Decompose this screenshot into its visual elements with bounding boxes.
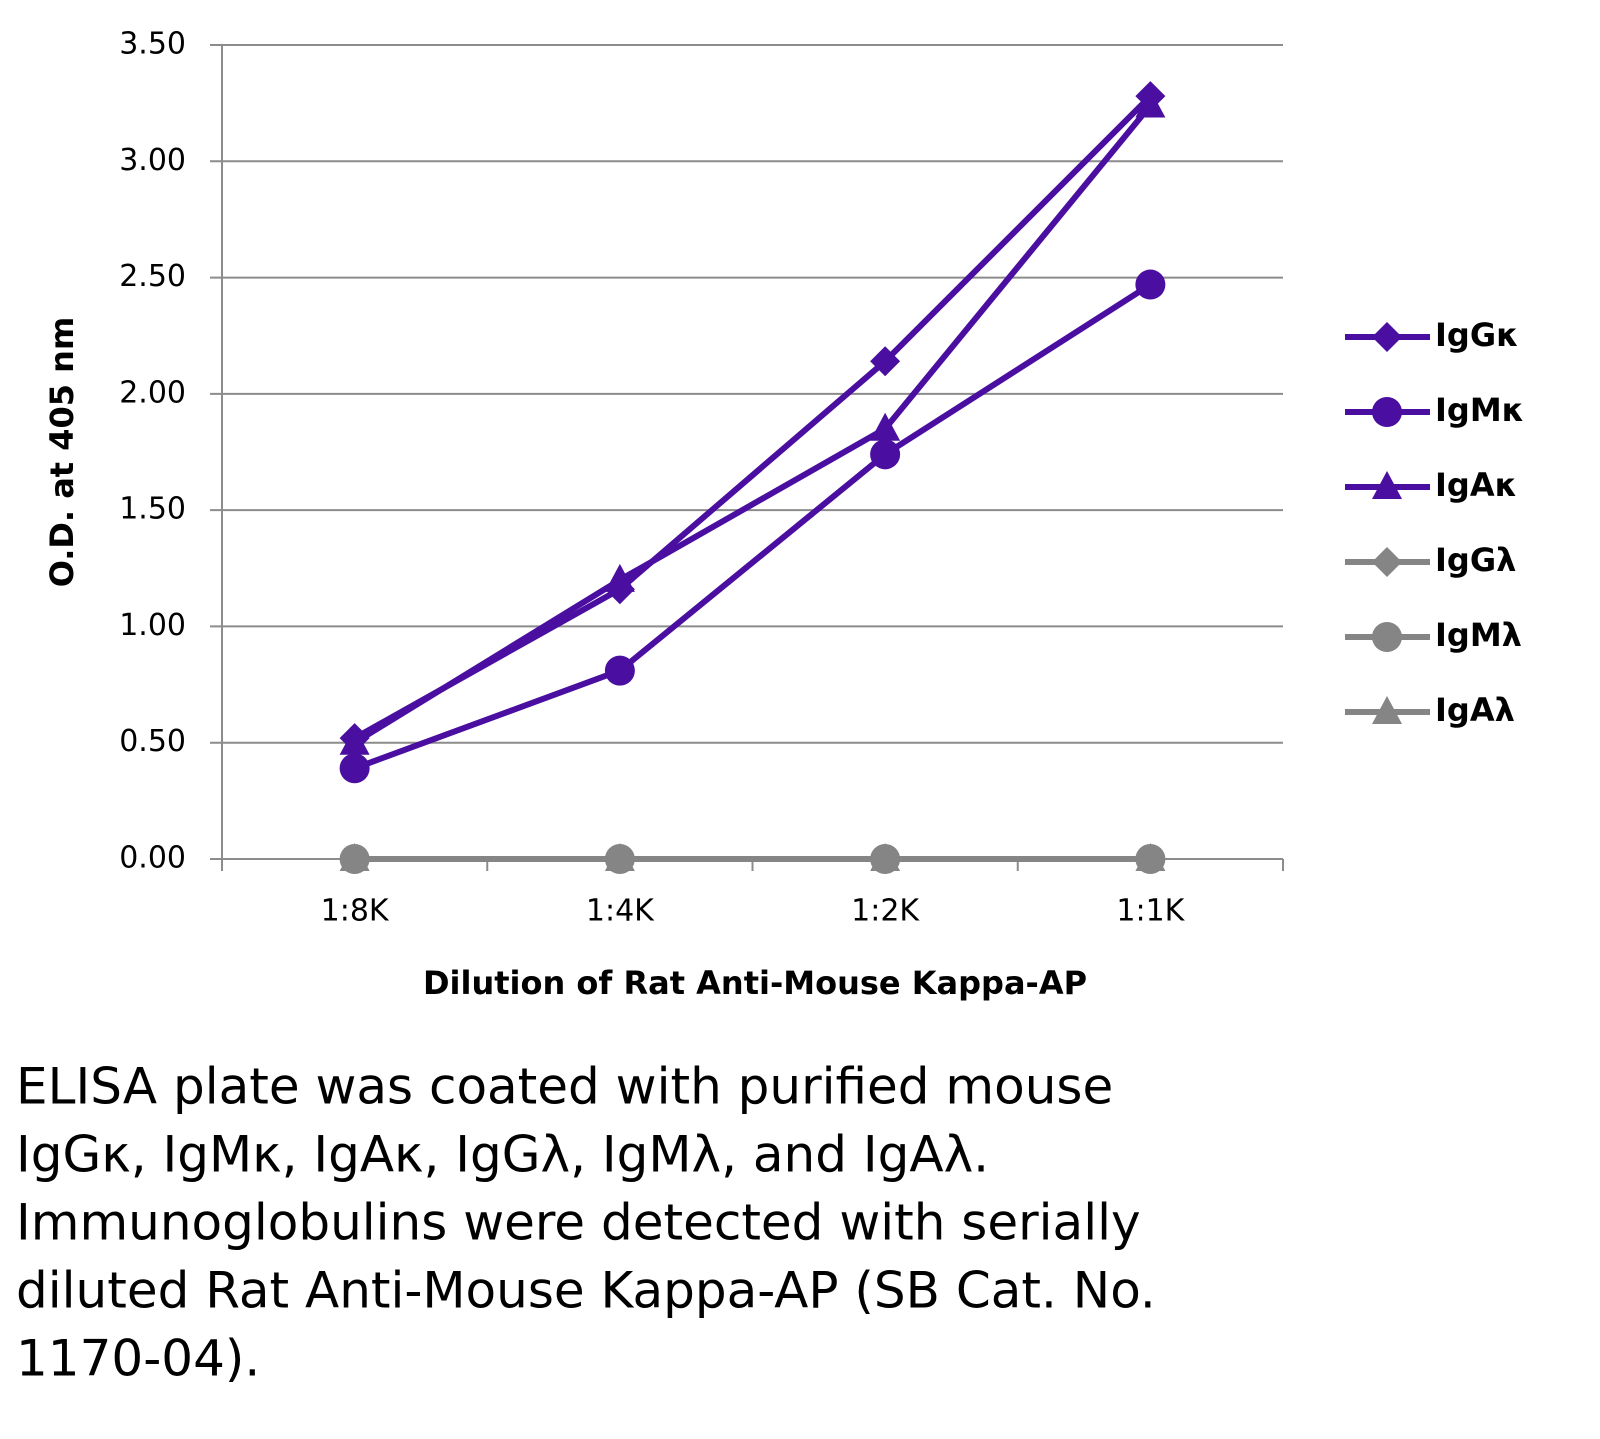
data-point [339,726,370,755]
x-axis-title: Dilution of Rat Anti-Mouse Kappa-AP [423,964,1087,1002]
data-point [339,753,370,784]
x-tick-label: 1:2K [851,894,920,929]
data-point [604,843,635,871]
caption-line: ELISA plate was coated with purified mou… [16,1058,1113,1116]
data-point [604,655,635,686]
caption-line: Immunoglobulins were detected with seria… [16,1194,1141,1252]
legend-marker [1372,397,1402,427]
series-line [353,282,1152,772]
legend-label: IgMλ [1435,616,1522,654]
series-line [353,94,1153,741]
legend-label: IgGκ [1435,316,1519,354]
data-point [1135,89,1166,118]
y-tick-label: 1.50 [119,492,186,527]
y-tick-label: 2.00 [119,375,186,410]
y-tick-label: 0.00 [119,841,186,876]
legend-marker [1372,622,1402,652]
caption-line: IgGκ, IgMκ, IgAκ, IgGλ, IgMλ, and IgAλ. [16,1126,989,1184]
x-tick-label: 1:1K [1116,894,1185,929]
legend-marker [1372,471,1402,499]
y-tick-label: 3.50 [119,27,186,62]
y-axis-title: O.D. at 405 nm [43,317,81,588]
caption-line: 1170-04). [16,1330,260,1388]
y-tick-label: 1.00 [119,608,186,643]
data-point [870,843,901,871]
legend-label: IgGλ [1435,541,1516,579]
data-point [604,563,635,592]
data-point [870,346,901,377]
legend-label: IgMκ [1435,391,1524,429]
caption-line: diluted Rat Anti-Mouse Kappa-AP (SB Cat.… [16,1262,1156,1320]
legend-label: IgAκ [1435,466,1517,504]
y-tick-label: 2.50 [119,259,186,294]
legend-label: IgAλ [1435,691,1515,729]
data-point [1135,269,1166,300]
data-point [1135,843,1166,871]
legend-marker [1372,322,1402,352]
y-tick-label: 0.50 [119,724,186,759]
data-point [339,843,370,871]
x-tick-label: 1:4K [586,894,655,929]
legend-marker [1372,696,1402,724]
data-point [870,439,901,470]
data-point [870,412,901,441]
x-tick-label: 1:8K [321,894,390,929]
legend-marker [1372,547,1402,577]
series-line [353,103,1153,746]
y-tick-label: 3.00 [119,143,186,178]
